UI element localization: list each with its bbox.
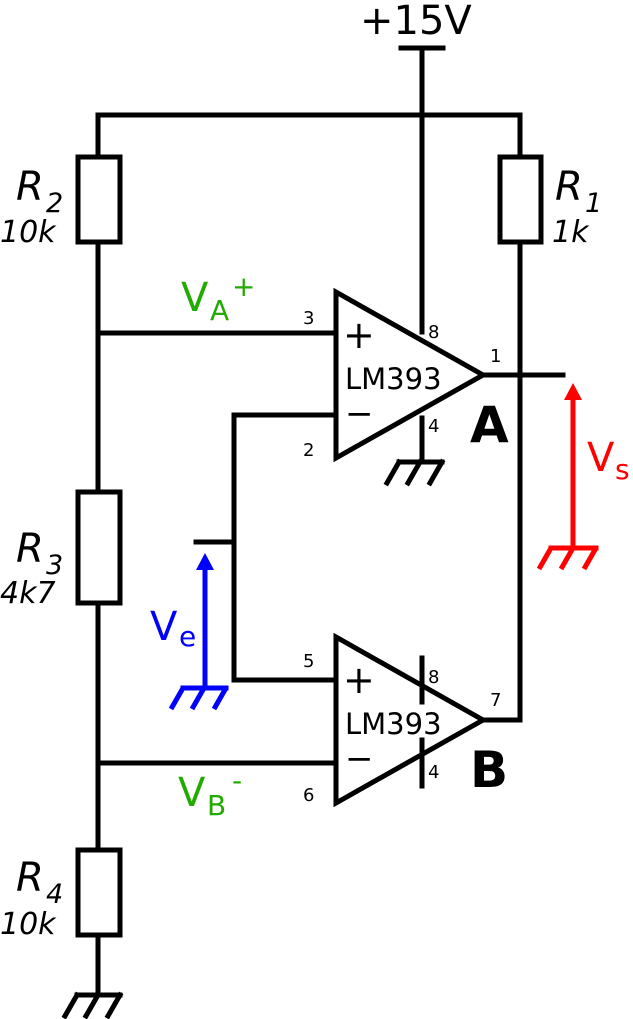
svg-text:R: R [16,526,44,572]
vb-label: V B - [178,764,242,822]
svg-text:V: V [587,435,615,481]
opamp-b: + − LM393 B 5 6 8 4 7 [303,632,508,808]
ve-source-arrow [168,553,229,711]
svg-text:LM393: LM393 [345,362,442,396]
svg-text:8: 8 [428,667,439,688]
opamp-a: + − LM393 A 3 2 8 4 1 [303,287,509,465]
svg-text:−: − [345,739,374,779]
svg-text:6: 6 [303,785,314,806]
svg-text:A: A [210,294,229,327]
svg-text:4: 4 [428,762,439,783]
svg-text:4k7: 4k7 [0,576,56,611]
supply-wires [95,45,523,335]
left-divider-wire [95,112,339,998]
opamp-a-id: A [470,396,509,454]
svg-text:V: V [178,770,206,816]
svg-text:LM393: LM393 [345,707,442,741]
input-wire [193,412,339,683]
svg-text:1k: 1k [552,215,590,250]
svg-text:2: 2 [46,188,63,219]
svg-text:V: V [181,275,209,321]
svg-text:-: - [232,764,242,797]
ve-label: V e [150,604,196,653]
svg-text:3: 3 [46,550,63,581]
svg-text:10k: 10k [0,215,57,250]
svg-text:1: 1 [585,188,602,219]
label-r1: R 1 1k [552,164,602,250]
svg-text:+: + [343,658,375,702]
ground-icon [61,991,124,1019]
vs-output-arrow [536,383,599,571]
svg-text:8: 8 [428,322,439,343]
svg-text:V: V [150,604,178,650]
svg-text:+: + [343,313,375,357]
svg-text:s: s [615,453,630,486]
svg-text:R: R [555,164,583,210]
label-r2: R 2 10k [0,164,63,250]
svg-text:R: R [16,855,44,901]
svg-text:3: 3 [303,308,314,329]
pullup-wire [480,112,566,723]
svg-text:−: − [345,394,374,434]
label-r4: R 4 10k [0,855,63,942]
svg-text:4: 4 [428,416,439,437]
svg-text:4: 4 [46,879,63,910]
svg-text:R: R [16,164,44,210]
opamp-b-id: B [470,741,508,799]
resistor-r2 [75,154,123,245]
ground-icon [383,458,446,487]
supply-label: +15V [360,0,472,44]
svg-text:2: 2 [303,440,314,461]
va-label: V A + [181,270,255,327]
svg-text:B: B [207,789,226,822]
resistor-r1 [497,154,544,245]
svg-text:+: + [232,270,255,303]
svg-text:5: 5 [303,651,314,672]
label-r3: R 3 4k7 [0,526,63,611]
svg-text:10k: 10k [0,907,57,942]
svg-text:e: e [179,620,196,653]
svg-text:7: 7 [490,690,501,711]
svg-text:1: 1 [490,346,501,367]
vs-label: V s [587,435,630,486]
resistor-r4 [75,847,123,938]
resistor-r3 [75,489,123,606]
